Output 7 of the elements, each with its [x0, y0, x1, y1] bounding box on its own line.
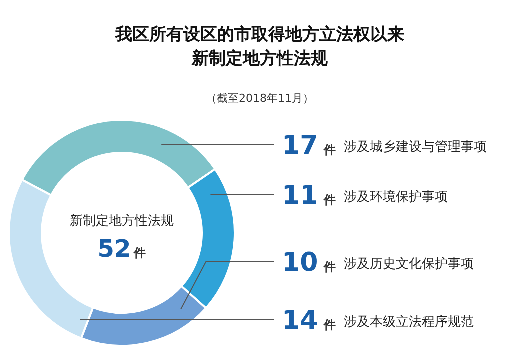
slice-label: 涉及环境保护事项: [344, 189, 448, 205]
slice-label: 涉及城乡建设与管理事项: [344, 140, 487, 155]
chart-subtitle: （截至2018年11月）: [206, 92, 314, 105]
slice-label: 涉及本级立法程序规范: [344, 314, 474, 330]
slice-label: 涉及历史文化保护事项: [344, 257, 474, 272]
chart-title: 我区所有设区的市取得地方立法权以来新制定地方性法规: [114, 25, 404, 69]
text: 新制定地方性法规: [70, 213, 174, 229]
